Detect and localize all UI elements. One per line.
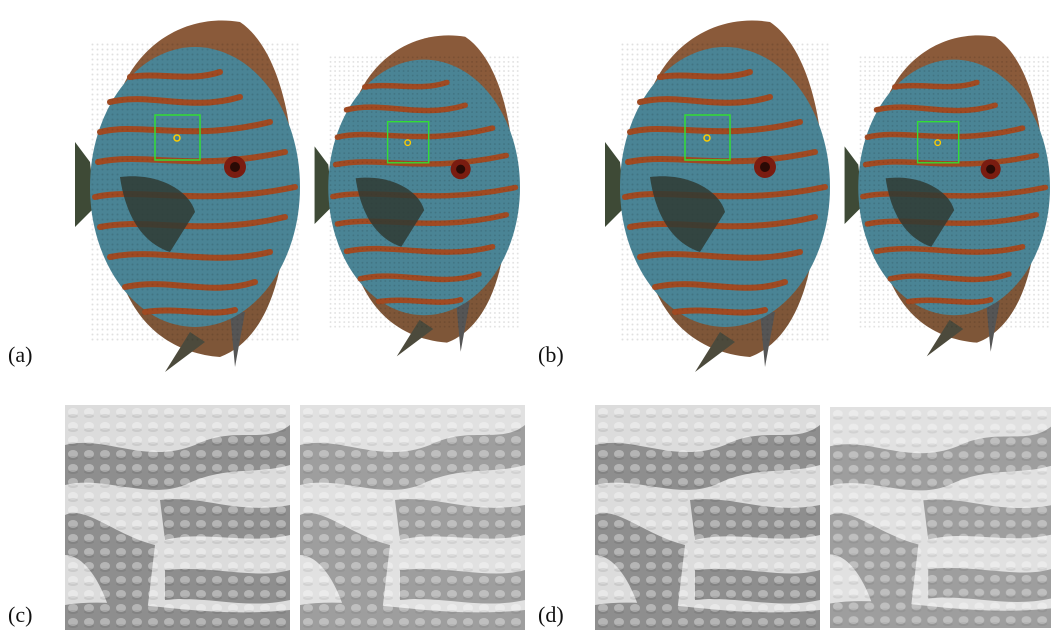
texture-patch: [65, 405, 290, 630]
figure-canvas: (a) (b) (c) (d): [0, 0, 1051, 630]
fish-image: [845, 35, 1050, 356]
fish-image: [605, 20, 830, 372]
panel-label: (d): [538, 602, 564, 627]
panel-label: (c): [8, 602, 32, 627]
fish-image: [315, 35, 520, 356]
texture-patch: [595, 405, 820, 630]
panel-label: (b): [538, 342, 564, 367]
figure: (a) (b) (c) (d): [0, 0, 1051, 630]
panel-label: (a): [8, 342, 32, 367]
fish-image: [75, 20, 300, 372]
texture-patch: [830, 407, 1051, 628]
texture-patch: [300, 405, 525, 630]
